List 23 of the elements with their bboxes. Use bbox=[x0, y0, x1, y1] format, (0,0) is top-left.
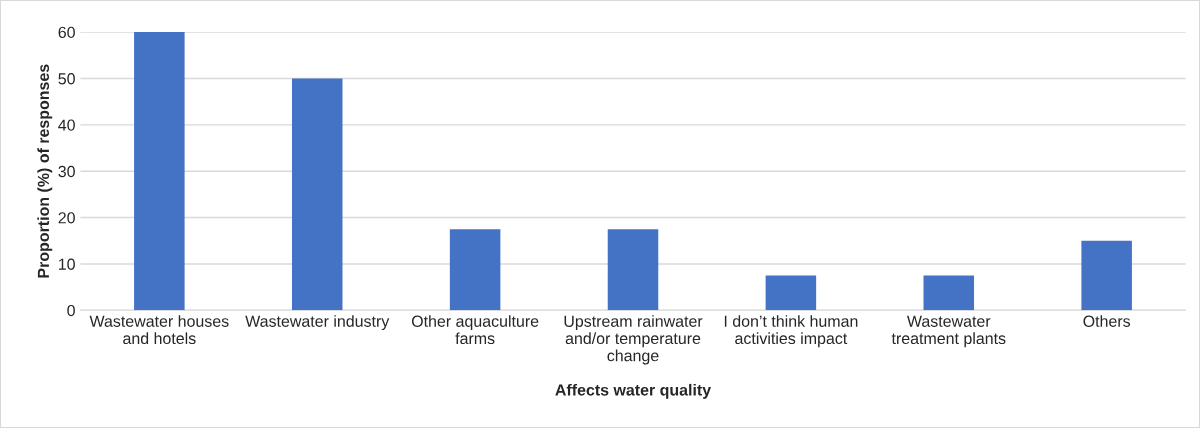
x-tick-label: Others bbox=[1083, 315, 1131, 327]
y-axis-title: Proportion (%) of responses bbox=[37, 64, 53, 278]
bar bbox=[765, 275, 817, 311]
x-tick-label: I don’t think human activities impact bbox=[724, 315, 858, 348]
bar bbox=[449, 229, 501, 311]
y-tick-label: 10 bbox=[58, 258, 75, 270]
y-tick-label: 30 bbox=[58, 165, 75, 178]
x-tick-label: Wastewater houses and hotels bbox=[89, 315, 229, 345]
y-tick-label: 60 bbox=[58, 26, 75, 39]
y-tick-label: 40 bbox=[58, 119, 75, 131]
bar bbox=[1081, 240, 1132, 311]
bar bbox=[607, 229, 659, 311]
bar bbox=[923, 275, 975, 311]
bar bbox=[291, 78, 343, 311]
x-tick-label: Wastewater industry bbox=[245, 315, 390, 331]
y-tick-label: 50 bbox=[58, 73, 75, 85]
x-axis-title: Affects water quality bbox=[555, 383, 712, 399]
x-tick-label: Other aquaculture farms bbox=[411, 315, 539, 345]
bar bbox=[134, 32, 185, 311]
x-tick-label: Wastewater treatment plants bbox=[891, 315, 1006, 348]
x-tick-label: Upstream rainwater and/or temperature change bbox=[564, 315, 703, 365]
y-tick-label: 20 bbox=[58, 212, 75, 224]
y-tick-label: 0 bbox=[67, 304, 75, 317]
